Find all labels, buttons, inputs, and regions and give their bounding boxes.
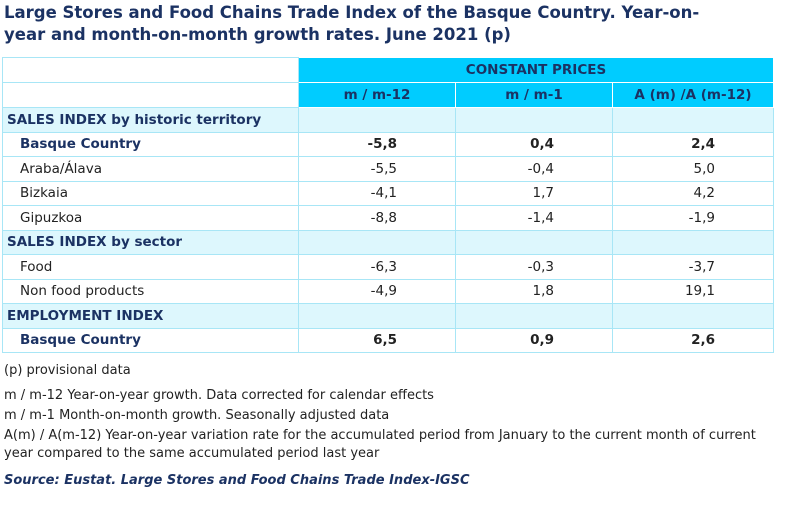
row-label: Food [2, 254, 299, 280]
note: m / m-1 Month-on-month growth. Seasonall… [4, 408, 390, 423]
value-cell: -5,5 [298, 156, 456, 182]
section-row: EMPLOYMENT INDEX [2, 303, 774, 329]
title: Large Stores and Food Chains Trade Index… [4, 3, 700, 44]
empty-cell [298, 229, 456, 255]
empty-cell [298, 107, 456, 133]
value-cell: -8,8 [298, 205, 456, 231]
section-row: SALES INDEX by sector [2, 229, 774, 255]
value-cell: 1,8 [455, 278, 613, 304]
data-row: Araba/Álava -5,5 -0,4 5,0 [2, 156, 774, 182]
data-row: Basque Country 6,5 0,9 2,6 [2, 327, 774, 353]
value-cell: 0,4 [455, 131, 613, 157]
empty-cell [298, 303, 456, 329]
section-heading: SALES INDEX by sector [2, 229, 299, 255]
row-label: Araba/Álava [2, 156, 299, 182]
value-cell: 0,9 [455, 327, 613, 353]
value-cell: -4,9 [298, 278, 456, 304]
data-row: Gipuzkoa -8,8 -1,4 -1,9 [2, 205, 774, 231]
column-header: m / m-1 [455, 82, 613, 108]
value-cell: -0,4 [455, 156, 613, 182]
data-row: Basque Country -5,8 0,4 2,4 [2, 131, 774, 157]
data-row: Non food products -4,9 1,8 19,1 [2, 278, 774, 304]
value-cell: -4,1 [298, 180, 456, 206]
value-cell: -6,3 [298, 254, 456, 280]
value-cell: -5,8 [298, 131, 456, 157]
source: Source: Eustat. Large Stores and Food Ch… [4, 473, 470, 488]
row-label: Basque Country [2, 131, 299, 157]
note: A(m) / A(m-12) Year-on-year variation ra… [4, 428, 756, 461]
value-cell: 2,6 [612, 327, 774, 353]
value-cell: -1,9 [612, 205, 774, 231]
row-label: Basque Country [2, 327, 299, 353]
blank-cell [2, 57, 299, 83]
empty-cell [612, 229, 774, 255]
value-cell: -3,7 [612, 254, 774, 280]
value-cell: 6,5 [298, 327, 456, 353]
empty-cell [612, 107, 774, 133]
header-row: m / m-12 m / m-1 A (m) /A (m-12) [2, 82, 774, 108]
value-cell: 4,2 [612, 180, 774, 206]
row-label: Non food products [2, 278, 299, 304]
empty-cell [455, 303, 613, 329]
row-label: Gipuzkoa [2, 205, 299, 231]
table-body: CONSTANT PRICES m / m-12 m / m-1 A (m) /A … [2, 57, 774, 353]
value-cell: 1,7 [455, 180, 613, 206]
empty-cell [455, 107, 613, 133]
value-cell: 2,4 [612, 131, 774, 157]
blank-cell [2, 82, 299, 108]
section-row: SALES INDEX by historic territory [2, 107, 774, 133]
section-heading: EMPLOYMENT INDEX [2, 303, 299, 329]
table: CONSTANT PRICES m / m-12 m / m-1 A (m) /A … [2, 57, 774, 353]
empty-cell [612, 303, 774, 329]
header-row: CONSTANT PRICES [2, 57, 774, 83]
value-cell: 19,1 [612, 278, 774, 304]
value-cell: -0,3 [455, 254, 613, 280]
value-cell: 5,0 [612, 156, 774, 182]
note: (p) provisional data [4, 363, 131, 378]
note: m / m-12 Year-on-year growth. Data corre… [4, 388, 434, 403]
data-row: Food -6,3 -0,3 -3,7 [2, 254, 774, 280]
column-header: m / m-12 [298, 82, 456, 108]
row-label: Bizkaia [2, 180, 299, 206]
section-heading: SALES INDEX by historic territory [2, 107, 299, 133]
column-header: A (m) /A (m-12) [612, 82, 774, 108]
group-header: CONSTANT PRICES [298, 57, 774, 83]
data-row: Bizkaia -4,1 1,7 4,2 [2, 180, 774, 206]
value-cell: -1,4 [455, 205, 613, 231]
notes: (p) provisional data m / m-12 Year-on-yea… [4, 362, 784, 465]
empty-cell [455, 229, 613, 255]
